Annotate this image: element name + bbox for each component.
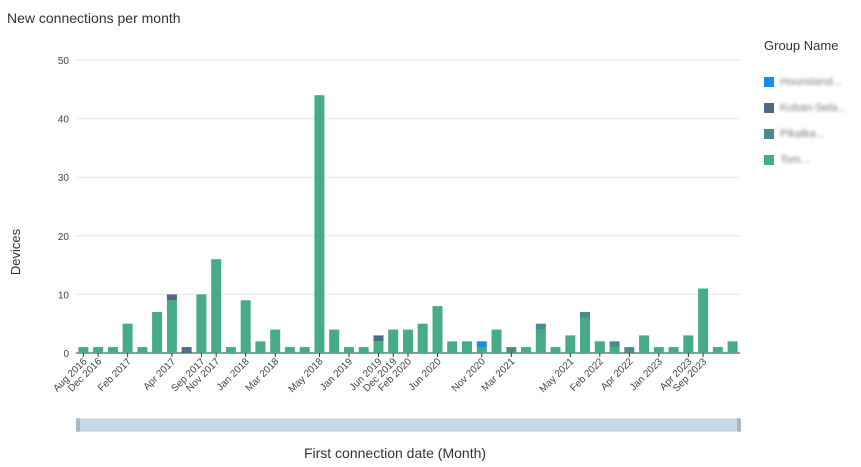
bar-segment[interactable] (358, 347, 369, 353)
bar-segment[interactable] (373, 341, 384, 353)
x-axis-label: First connection date (Month) (304, 445, 486, 461)
legend-title: Group Name (764, 38, 839, 53)
bar-segment[interactable] (196, 294, 207, 353)
bars (78, 95, 738, 354)
bar-segment[interactable] (93, 347, 104, 353)
bar-segment[interactable] (639, 335, 650, 353)
legend: Group Name Hounsland... Kuban-Sela... Pi… (764, 38, 847, 173)
legend-item-tom[interactable]: Tom... (764, 147, 847, 173)
bar-segment[interactable] (417, 323, 428, 353)
bar-segment[interactable] (653, 347, 664, 353)
bar-segment[interactable] (388, 329, 399, 353)
y-tick-label: 30 (58, 173, 70, 184)
legend-swatch (764, 103, 774, 113)
bar-segment[interactable] (624, 347, 635, 353)
legend-label: Kuban-Sela... (780, 102, 847, 114)
bar-segment[interactable] (609, 341, 620, 348)
legend-swatch (764, 129, 774, 139)
bar-segment[interactable] (107, 347, 118, 353)
bar-segment[interactable] (166, 300, 177, 353)
x-tick-label: May 2018 (287, 356, 326, 395)
bar-segment[interactable] (535, 329, 546, 353)
bar-segment[interactable] (580, 312, 590, 318)
legend-item-pikalka[interactable]: Pikalka... (764, 121, 847, 147)
chart-title: New connections per month (7, 10, 181, 26)
bar-segment[interactable] (565, 335, 576, 353)
y-tick-label: 40 (58, 115, 70, 126)
bar-segment[interactable] (166, 294, 177, 301)
bar-segment[interactable] (432, 306, 443, 353)
bar-segment[interactable] (521, 347, 531, 353)
bar-segment[interactable] (122, 323, 133, 353)
y-tick-label: 20 (58, 232, 70, 243)
bar-segment[interactable] (329, 329, 340, 353)
bar-segment[interactable] (668, 347, 679, 353)
bar-segment[interactable] (462, 341, 472, 353)
bar-segment[interactable] (698, 288, 709, 354)
y-tick-label: 50 (58, 56, 70, 67)
bar-segment[interactable] (550, 347, 561, 353)
x-tick-label: Jun 2020 (407, 356, 444, 393)
y-axis-label: Devices (8, 228, 23, 275)
bar-segment[interactable] (225, 347, 236, 353)
bar-segment[interactable] (609, 347, 620, 353)
bar-segment[interactable] (727, 341, 738, 353)
scrollbar-handle-left[interactable] (76, 418, 80, 432)
bar-segment[interactable] (255, 341, 266, 353)
legend-label: Hounsland... (780, 76, 842, 88)
bar-segment[interactable] (491, 329, 502, 353)
bar-segment[interactable] (594, 341, 605, 353)
bar-segment[interactable] (476, 341, 487, 348)
bar-segment[interactable] (506, 347, 517, 353)
y-axis-ticks: 0 10 20 30 40 50 (58, 56, 70, 360)
bar-segment[interactable] (137, 347, 148, 353)
legend-label: Pikalka... (780, 128, 825, 140)
bar-segment[interactable] (476, 347, 487, 353)
bar-segment[interactable] (299, 347, 310, 353)
bar-segment[interactable] (78, 347, 89, 353)
range-scrollbar[interactable] (76, 418, 741, 432)
y-tick-label: 10 (58, 290, 70, 301)
legend-swatch (764, 155, 774, 165)
bar-segment[interactable] (314, 95, 325, 353)
bar-segment[interactable] (403, 329, 413, 353)
bar-segment[interactable] (181, 347, 192, 353)
bar-segment[interactable] (240, 300, 251, 353)
bar-segment[interactable] (580, 317, 590, 353)
bar-segment[interactable] (447, 341, 458, 353)
bar-segment[interactable] (152, 312, 163, 353)
y-tick-label: 0 (63, 349, 69, 360)
bar-segment[interactable] (344, 347, 354, 353)
bar-segment[interactable] (683, 335, 694, 353)
bar-segment[interactable] (270, 329, 281, 353)
legend-item-hounsland[interactable]: Hounsland... (764, 69, 847, 95)
legend-swatch (764, 77, 774, 87)
legend-item-kuban[interactable]: Kuban-Sela... (764, 95, 847, 121)
bar-segment[interactable] (535, 323, 546, 330)
bar-segment[interactable] (373, 335, 384, 342)
bar-segment[interactable] (712, 347, 723, 353)
bar-segment[interactable] (284, 347, 295, 353)
scrollbar-handle-right[interactable] (737, 418, 741, 432)
legend-label: Tom... (780, 154, 810, 166)
bar-segment[interactable] (211, 259, 222, 353)
